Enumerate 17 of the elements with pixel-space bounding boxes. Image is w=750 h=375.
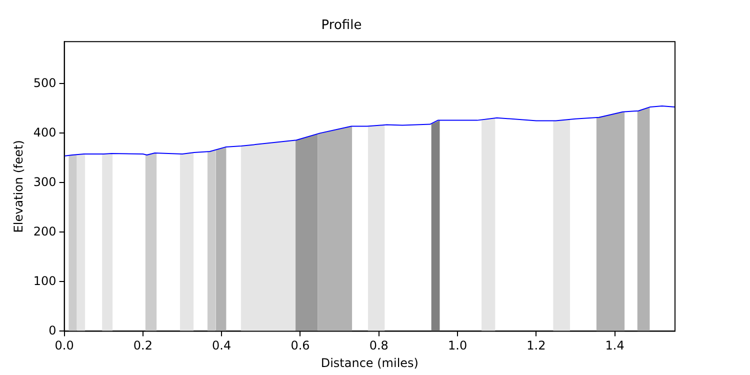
x-axis-title: Distance (miles) <box>320 356 418 370</box>
x-tick-label: 0.2 <box>133 338 152 353</box>
x-tick-label: 1.2 <box>526 338 546 353</box>
x-tick-label: 1.0 <box>448 338 468 353</box>
x-tick-label: 0.0 <box>54 338 74 353</box>
y-tick-label: 400 <box>33 125 56 140</box>
chart-title: Profile <box>321 18 362 34</box>
y-tick-label: 200 <box>33 224 56 238</box>
x-tick-label: 0.6 <box>290 338 310 353</box>
y-tick-label: 500 <box>33 76 56 90</box>
x-tick-label: 1.4 <box>605 338 624 353</box>
y-tick-label: 300 <box>33 174 56 189</box>
x-tick-label: 0.4 <box>212 338 232 353</box>
y-tick-label: 0 <box>48 323 56 338</box>
x-tick-label: 0.8 <box>369 338 388 353</box>
y-axis-title: Elevation (feet) <box>11 140 26 233</box>
y-tick-label: 100 <box>33 274 56 288</box>
